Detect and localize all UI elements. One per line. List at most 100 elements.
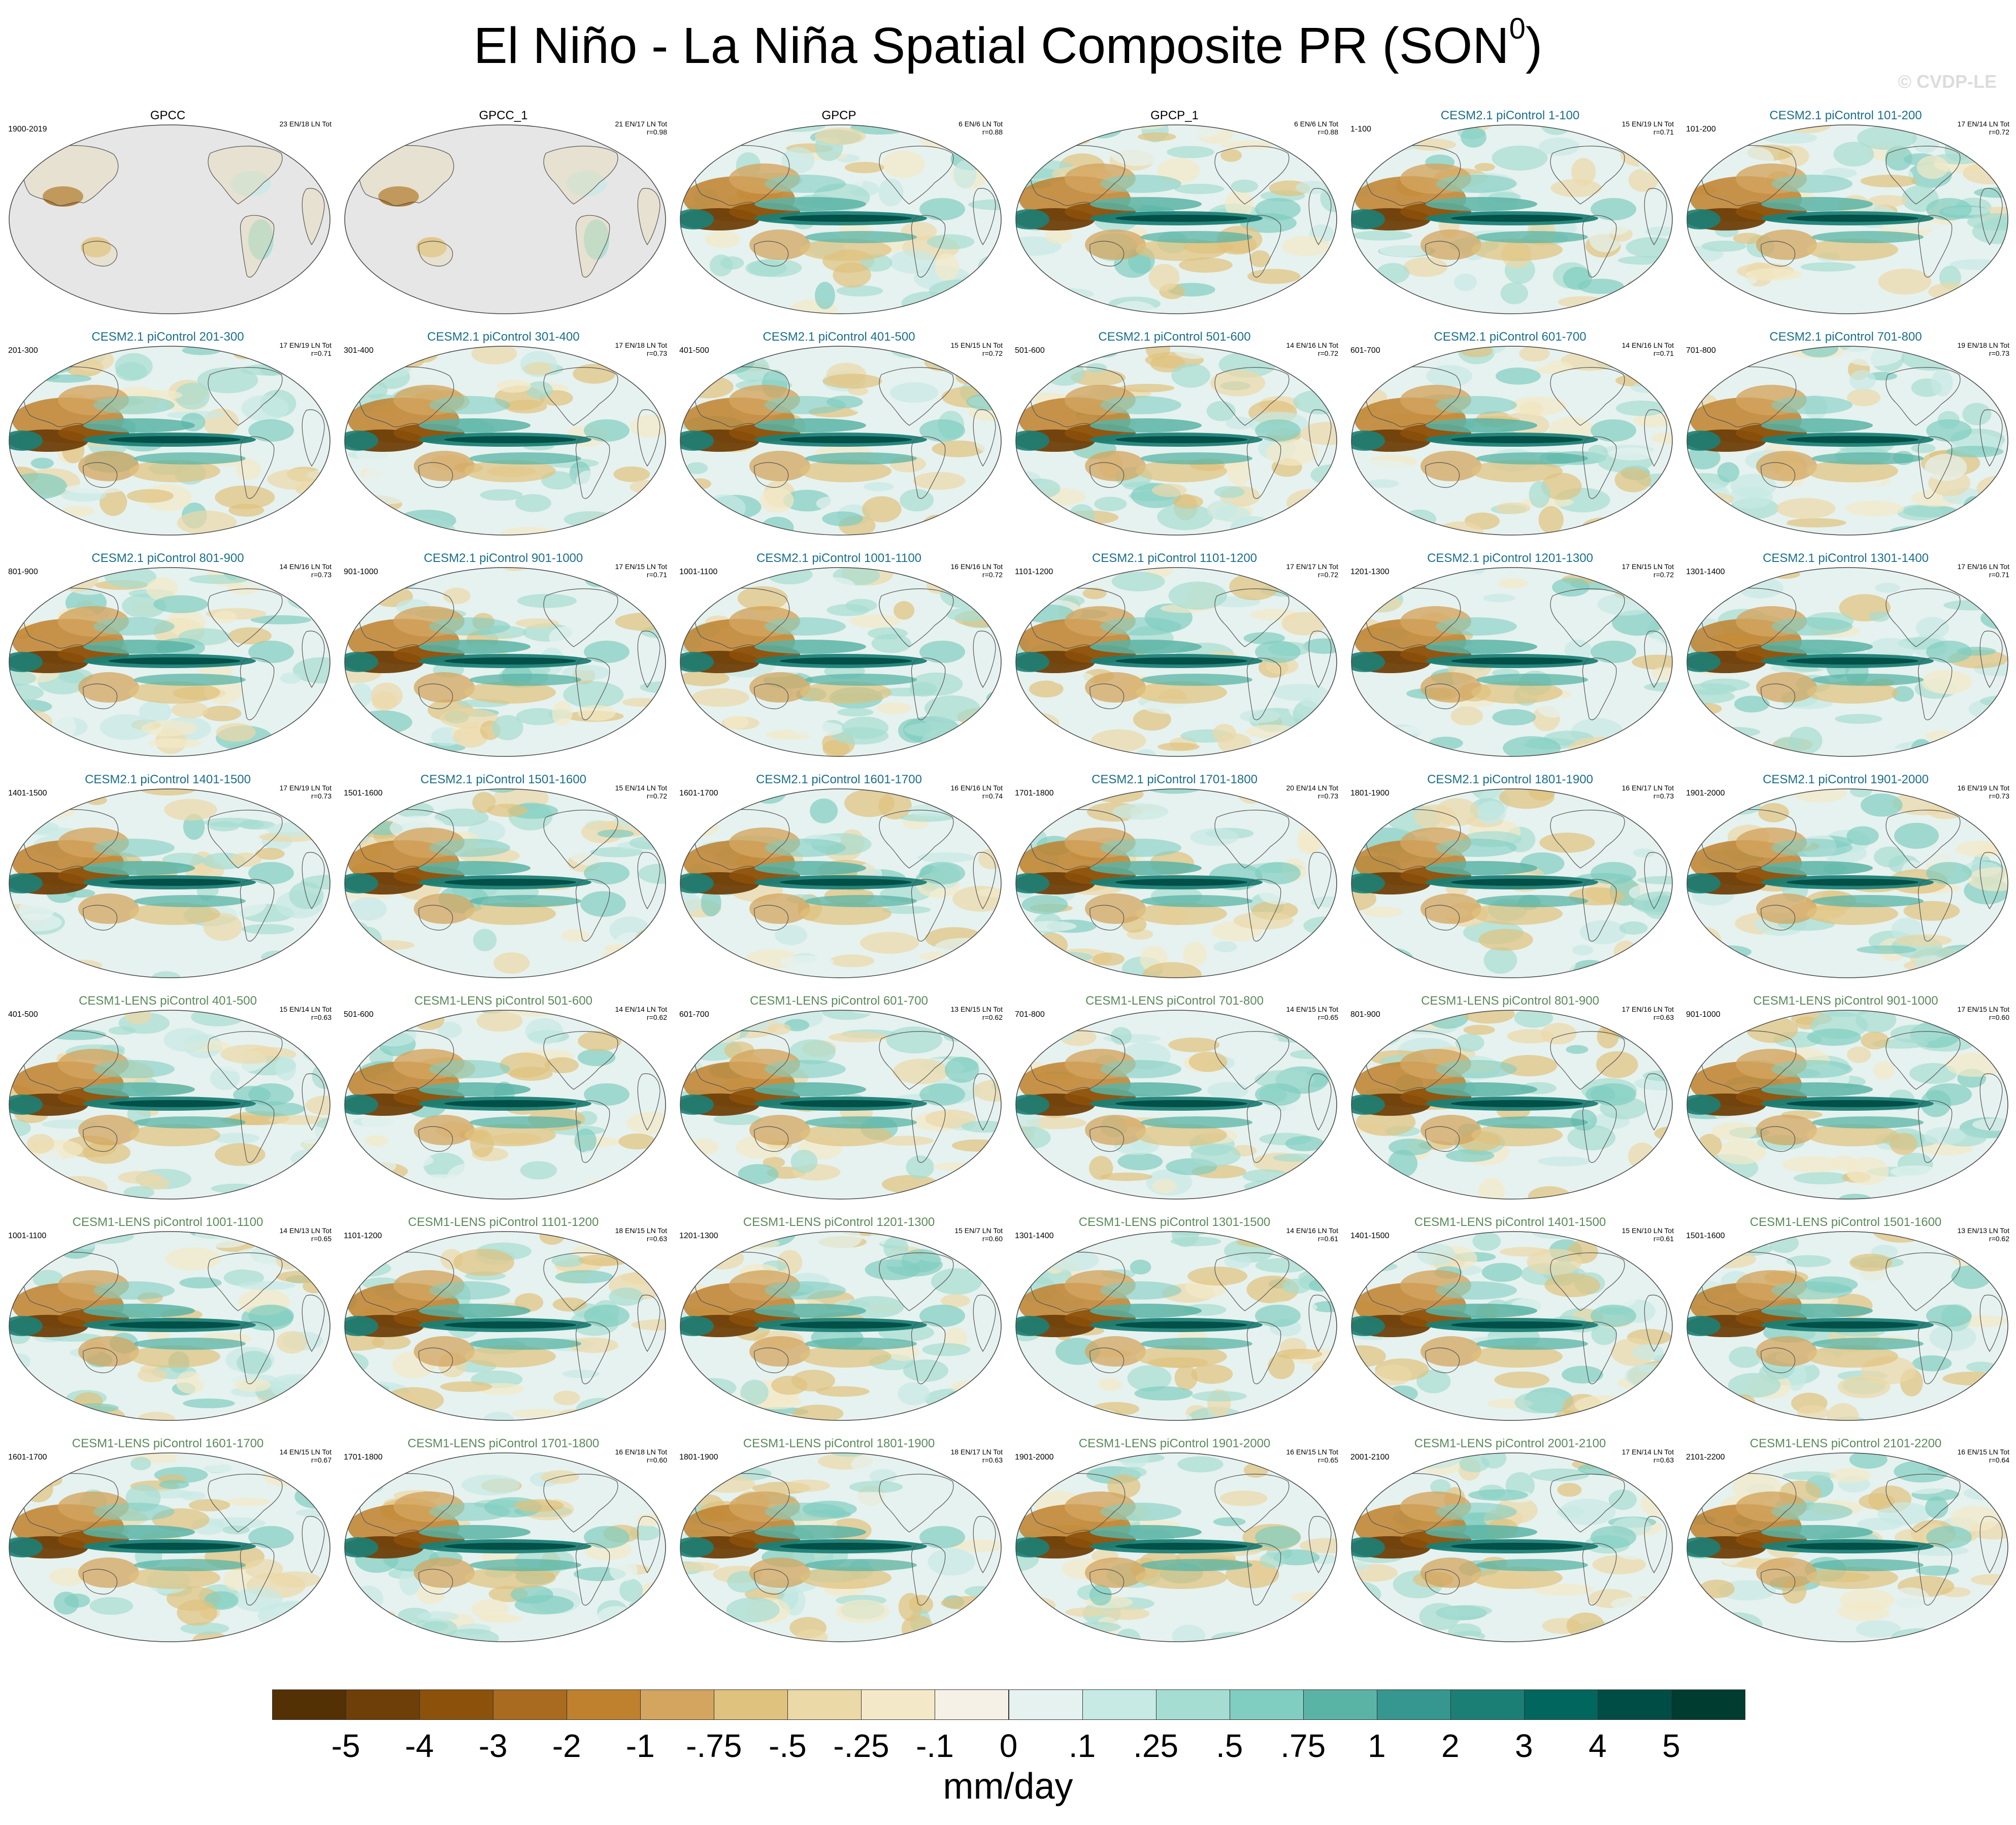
panel-period: 1901-2000 [1015, 1453, 1054, 1462]
wet-anomaly [419, 1525, 531, 1539]
field-patch [1890, 1024, 1942, 1043]
field-patch [487, 789, 517, 793]
field-patch [1613, 941, 1638, 962]
field-patch [1351, 962, 1371, 978]
field-patch [1016, 1173, 1061, 1182]
field-patch [591, 1240, 623, 1251]
field-patch [188, 1499, 230, 1512]
field-patch [869, 1469, 897, 1484]
field-patch [1016, 346, 1040, 359]
field-patch [1608, 447, 1656, 460]
panel-event-counts: 14 EN/14 LN Tot [615, 1005, 667, 1013]
wet-anomaly-diagonal [1476, 452, 1588, 464]
field-patch [1016, 520, 1031, 529]
coastline [358, 145, 454, 206]
precip-map [9, 1231, 331, 1421]
field-patch [9, 670, 37, 687]
wet-anomaly-core [780, 215, 912, 222]
field-patch [1351, 1260, 1387, 1272]
field-patch [1247, 269, 1301, 284]
dry-anomaly [1756, 1557, 1817, 1588]
colorbar-tick-label: -2 [552, 1728, 581, 1764]
colorbar-tick-label: 1 [1367, 1728, 1386, 1764]
map-field [345, 1010, 666, 1199]
precip-map [1015, 1010, 1337, 1200]
wet-anomaly [345, 430, 378, 451]
coastline [543, 1474, 618, 1533]
panel-title: CESM1-LENS piControl 1601-1700 [72, 1437, 264, 1450]
field-patch [921, 728, 962, 755]
field-patch [645, 346, 666, 356]
field-patch [1588, 445, 1608, 461]
coastline [1365, 1030, 1461, 1091]
field-patch [952, 1614, 1001, 1631]
field-patch [1119, 384, 1175, 392]
field-patch [1134, 1386, 1193, 1401]
field-patch [1687, 568, 1737, 593]
field-patch [1582, 517, 1631, 535]
map-field [9, 346, 330, 535]
field-patch [1797, 1405, 1829, 1420]
panel-pattern-correlation: r=0.60 [982, 1235, 1003, 1243]
field-patch [402, 1176, 462, 1199]
precip-map [9, 346, 331, 536]
field-patch [1861, 793, 1903, 817]
coastline [1886, 1474, 1961, 1533]
coastline [1701, 145, 1797, 206]
field-patch [1571, 157, 1596, 186]
field-patch [1603, 1404, 1644, 1414]
field-patch [1892, 686, 1914, 702]
field-patch [1234, 1032, 1279, 1048]
panel-event-counts: 14 EN/15 LN Tot [279, 1448, 332, 1456]
wet-anomaly [1351, 430, 1385, 451]
map-field [1687, 789, 2008, 978]
panel-event-counts: 18 EN/15 LN Tot [615, 1226, 667, 1235]
field-patch [589, 392, 631, 403]
field-patch [921, 1453, 959, 1468]
wet-anomaly [1100, 396, 1181, 414]
wet-anomaly [93, 617, 175, 636]
field-patch [947, 1390, 971, 1406]
map-field [680, 1232, 1001, 1420]
field-patch [810, 798, 838, 823]
field-patch [1214, 506, 1250, 522]
field-patch [1356, 1170, 1393, 1183]
field-patch [1973, 1173, 2006, 1185]
wet-anomaly [1426, 861, 1537, 875]
field-patch [287, 589, 324, 610]
field-patch [1875, 582, 1900, 593]
coastline [302, 1295, 325, 1352]
panel-pattern-correlation: r=0.60 [646, 1456, 667, 1464]
precip-map [680, 788, 1002, 978]
dry-anomaly [414, 672, 475, 703]
wet-anomaly-diagonal [1812, 895, 1924, 907]
field-patch [130, 1456, 151, 1471]
coastline [1550, 810, 1625, 869]
field-patch [1693, 295, 1735, 314]
field-patch [1092, 952, 1125, 966]
wet-anomaly [1591, 862, 1636, 884]
field-patch [307, 1385, 330, 1406]
map-field [1687, 568, 2008, 756]
field-patch [1476, 801, 1506, 825]
colorbar-tick-label: 2 [1441, 1728, 1460, 1764]
field-patch [26, 372, 60, 381]
field-patch [42, 356, 67, 367]
panel-event-counts: 18 EN/17 LN Tot [950, 1448, 1003, 1456]
field-patch [960, 1010, 1001, 1036]
map-panel: CESM2.1 piControl 401-500 401-500 15 EN/15… [671, 323, 1007, 544]
field-patch [270, 734, 304, 756]
wet-anomaly [419, 1082, 531, 1097]
panel-stats: 16 EN/17 LN Tot r=0.73 [1622, 784, 1674, 800]
wet-anomaly [419, 640, 531, 654]
colorbar-box [346, 1689, 420, 1720]
field-patch [936, 125, 987, 135]
field-patch [1191, 1364, 1233, 1384]
field-patch [1100, 1172, 1153, 1181]
field-patch [476, 1010, 523, 1032]
wet-anomaly-core [444, 657, 576, 665]
wet-anomaly [919, 641, 965, 663]
field-patch [1185, 624, 1214, 646]
wet-anomaly-diagonal [470, 1116, 581, 1129]
field-patch [577, 1048, 616, 1067]
